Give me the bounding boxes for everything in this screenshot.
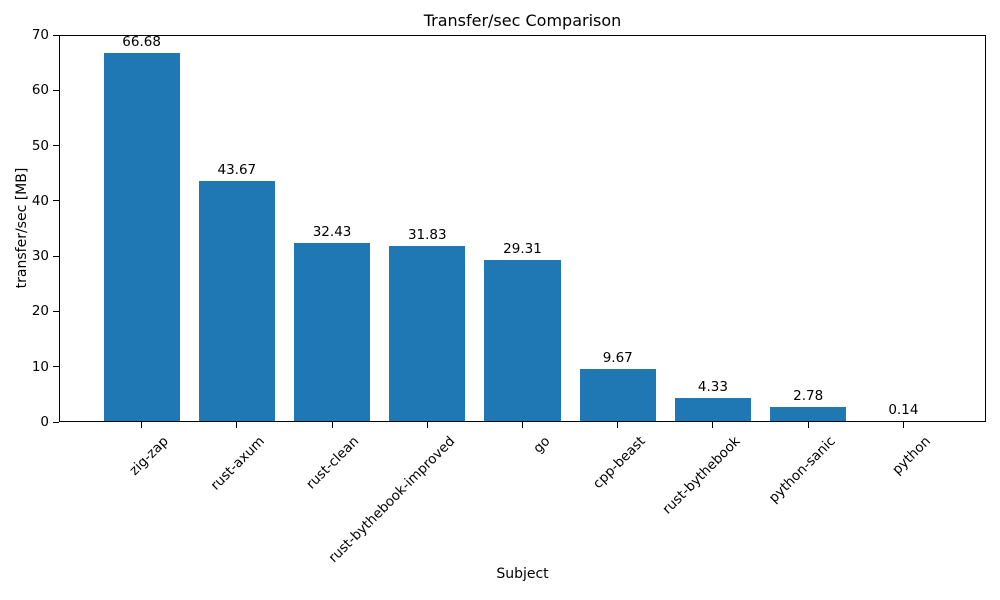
x-tick-label: python-sanic <box>765 433 839 507</box>
x-tick-mark <box>236 422 238 428</box>
y-tick-label: 40 <box>31 192 49 209</box>
y-tick-label: 60 <box>31 82 49 99</box>
x-tick-label: cpp-beast <box>589 433 649 492</box>
y-tick-label: 30 <box>31 248 49 265</box>
y-tick-mark <box>53 200 59 202</box>
x-tick-mark <box>902 422 904 428</box>
bar-value-label: 43.67 <box>217 161 257 178</box>
bar <box>579 368 656 422</box>
y-tick-label: 0 <box>40 414 49 430</box>
x-tick-label: go <box>529 433 554 457</box>
bar-value-label: 4.33 <box>697 379 728 396</box>
x-tick-label: rust-bythebook <box>659 433 744 518</box>
y-tick-label: 50 <box>31 137 49 154</box>
bar-value-label: 0.14 <box>888 402 919 419</box>
x-tick-label: python <box>889 433 934 479</box>
bar <box>389 246 466 422</box>
x-tick-mark <box>617 422 619 428</box>
y-tick-mark <box>53 366 59 368</box>
bar-value-label: 32.43 <box>312 223 352 240</box>
y-tick-mark <box>53 310 59 312</box>
y-tick-mark <box>53 145 59 147</box>
y-tick-mark <box>53 34 59 36</box>
bar <box>770 406 847 422</box>
bar <box>484 259 561 422</box>
y-tick-label: 20 <box>31 303 49 320</box>
bar <box>674 398 752 422</box>
x-tick-label: rust-clean <box>303 433 363 493</box>
x-tick-label: rust-axum <box>207 433 268 494</box>
bar <box>198 180 275 422</box>
x-tick-mark <box>712 422 714 428</box>
x-tick-label: zig-zap <box>126 433 173 479</box>
bar <box>293 242 371 422</box>
bar-value-label: 9.67 <box>602 349 633 366</box>
x-tick-mark <box>331 422 333 428</box>
y-tick-label: 10 <box>31 358 49 375</box>
bar <box>103 53 180 422</box>
y-tick-label: 70 <box>31 27 49 43</box>
x-tick-mark <box>141 422 143 428</box>
bar-value-label: 2.78 <box>793 387 824 404</box>
y-tick-mark <box>53 421 59 423</box>
x-tick-mark <box>426 422 428 428</box>
y-axis-label: transfer/sec [MB] <box>14 167 30 289</box>
y-tick-mark <box>53 89 59 91</box>
bar-value-label: 66.68 <box>122 34 161 51</box>
x-axis-label: Subject <box>496 566 549 582</box>
x-tick-mark <box>522 422 523 428</box>
bar-value-label: 29.31 <box>503 240 542 257</box>
bar-value-label: 31.83 <box>407 227 447 244</box>
chart-title: Transfer/sec Comparison <box>423 11 622 30</box>
y-tick-mark <box>53 255 59 257</box>
x-tick-mark <box>807 422 809 428</box>
